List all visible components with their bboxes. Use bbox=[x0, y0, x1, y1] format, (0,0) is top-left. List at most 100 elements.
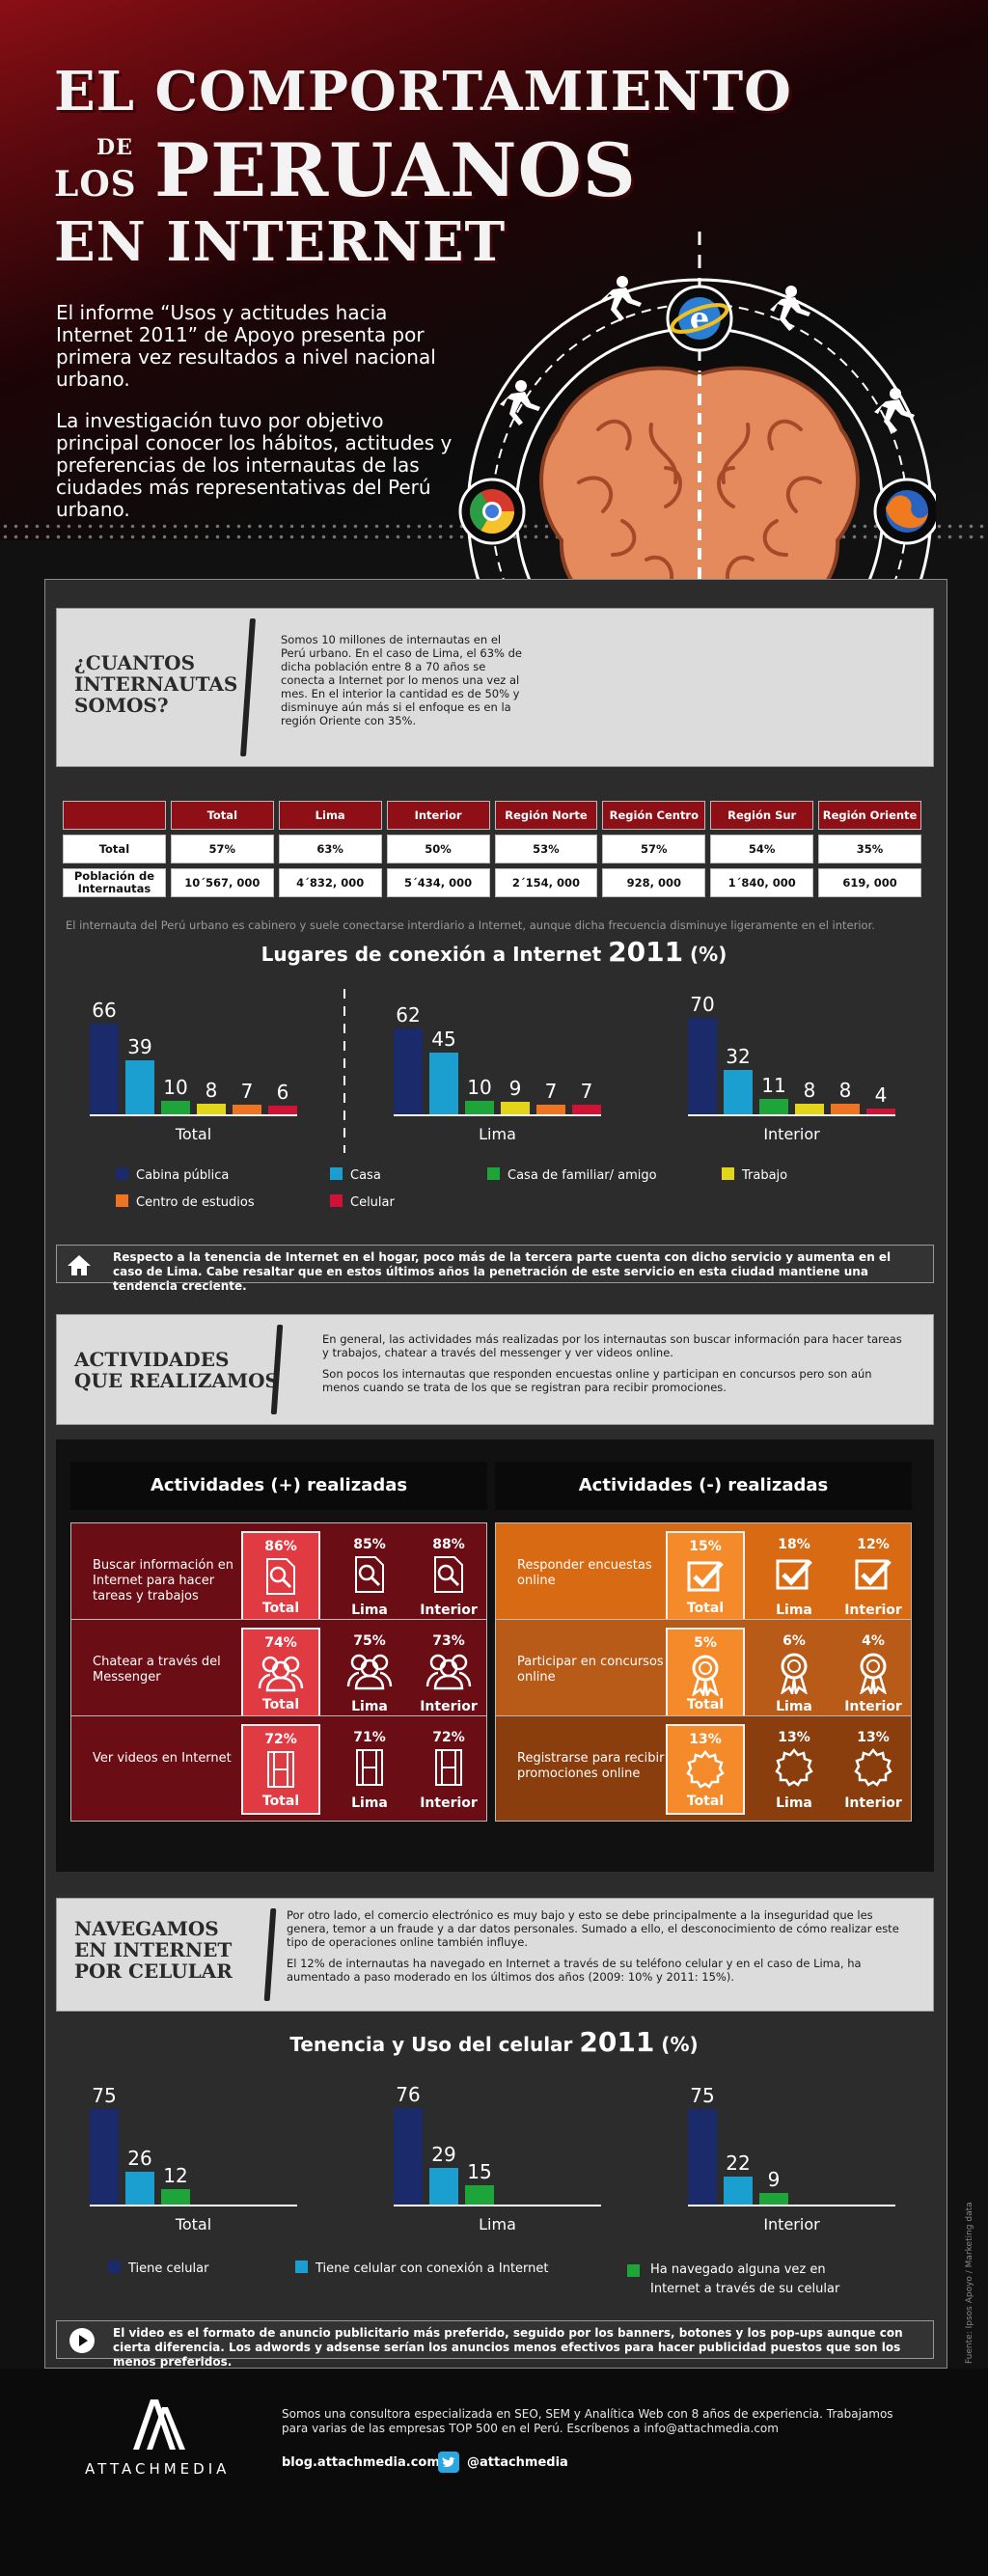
bar-value-label: 7 bbox=[240, 1080, 254, 1103]
activity-column-label: Lima bbox=[776, 1699, 812, 1714]
users-icon bbox=[243, 1654, 318, 1692]
checkbox-icon bbox=[668, 1557, 743, 1596]
chart-bar bbox=[90, 2109, 119, 2205]
info-box-home: Respecto a la tenencia de Internet en el… bbox=[56, 1245, 934, 1293]
chart-bar bbox=[465, 1100, 494, 1114]
activity-column-label: Interior bbox=[420, 1603, 478, 1618]
bar-value-label: 32 bbox=[726, 1045, 751, 1069]
activity-percent: 71% bbox=[353, 1730, 386, 1745]
chart-bar bbox=[759, 2193, 788, 2205]
chrome-icon bbox=[458, 478, 526, 545]
chart-baseline bbox=[394, 2205, 601, 2206]
activity-column-label: Interior bbox=[844, 1795, 902, 1811]
table-row: Total 57% 63% 50% 53% 57% 54% 35% bbox=[63, 835, 921, 863]
chart-bar bbox=[688, 1018, 717, 1114]
bar-value-label: 22 bbox=[726, 2151, 751, 2176]
checkbox-icon bbox=[755, 1555, 834, 1594]
chart-baseline bbox=[90, 1114, 297, 1116]
bar-value-label: 8 bbox=[205, 1078, 218, 1102]
legend-item: Casa de familiar/ amigo bbox=[487, 1167, 657, 1183]
activity-column-label: Total bbox=[261, 1697, 300, 1713]
chart-bar bbox=[125, 2171, 154, 2205]
info-text: El video es el formato de anuncio public… bbox=[113, 2326, 903, 2369]
category-label: Interior bbox=[763, 2215, 820, 2233]
hero-section: EL COMPORTAMIENTO DE LOS PERUANOS EN INT… bbox=[0, 0, 988, 540]
activity-percent: 5% bbox=[694, 1635, 717, 1651]
section-celular-title: NAVEGAMOS EN INTERNET POR CELULAR bbox=[74, 1917, 233, 1983]
activity-stat: 6% Lima bbox=[755, 1628, 834, 1718]
activity-label: Buscar información en Internet para hace… bbox=[93, 1558, 233, 1603]
chart-1-title: Lugares de conexión a Internet 2011 (%) bbox=[261, 936, 727, 968]
chart-bar bbox=[394, 2108, 423, 2205]
chart-bar bbox=[161, 2189, 190, 2205]
badge-icon bbox=[755, 1748, 834, 1787]
legend-swatch bbox=[295, 2261, 308, 2273]
category-label: Total bbox=[175, 1125, 212, 1143]
chart-bar bbox=[161, 1100, 190, 1114]
activity-stat: 86% Total bbox=[241, 1531, 320, 1622]
bar-value-label: 29 bbox=[431, 2142, 456, 2166]
activity-label: Ver videos en Internet bbox=[93, 1751, 232, 1766]
chart-bar bbox=[501, 1102, 530, 1114]
activity-label: Responder encuestas online bbox=[517, 1558, 652, 1588]
table-header: Región Oriente bbox=[818, 801, 921, 830]
chart-bar bbox=[465, 2185, 494, 2205]
chart-bar bbox=[90, 1023, 119, 1114]
chart-baseline bbox=[394, 1114, 601, 1116]
activity-percent: 72% bbox=[264, 1732, 297, 1747]
title-de: DE bbox=[96, 135, 133, 160]
activity-row: Ver videos en Internet 72% Total 71% Lima 72%… bbox=[70, 1715, 487, 1822]
activity-stat: 85% Lima bbox=[330, 1531, 409, 1622]
legend-swatch bbox=[330, 1194, 343, 1207]
twitter-icon[interactable] bbox=[438, 2452, 459, 2473]
title-peruanos: PERUANOS bbox=[154, 127, 637, 213]
legend-item: Trabajo bbox=[722, 1167, 787, 1183]
chart-bar bbox=[572, 1105, 601, 1114]
category-label: Total bbox=[175, 2215, 212, 2233]
chart-2-group-total: 75 26 12 Total bbox=[90, 2084, 360, 2233]
activity-percent: 72% bbox=[432, 1730, 465, 1745]
activity-column-label: Lima bbox=[776, 1603, 812, 1618]
activity-stat: 18% Lima bbox=[755, 1531, 834, 1622]
bar-value-label: 10 bbox=[467, 1075, 492, 1099]
users-icon bbox=[409, 1652, 488, 1690]
intro-paragraph-1: El informe “Usos y actitudes hacia Inter… bbox=[56, 301, 436, 391]
chart-baseline bbox=[688, 2205, 895, 2206]
activity-stat: 88% Interior bbox=[409, 1531, 488, 1622]
activity-percent: 15% bbox=[689, 1539, 722, 1554]
table-header: Total bbox=[170, 801, 274, 830]
activity-label: Chatear a través del Messenger bbox=[93, 1655, 221, 1685]
activity-column-label: Lima bbox=[776, 1795, 812, 1811]
bar-value-label: 45 bbox=[431, 1027, 456, 1051]
runner-icon bbox=[500, 276, 915, 433]
legend-item: Tiene celular bbox=[108, 2261, 208, 2276]
connection-note: El internauta del Perú urbano es cabiner… bbox=[66, 918, 875, 932]
activity-column-label: Lima bbox=[351, 1795, 388, 1811]
bar-value-label: 9 bbox=[508, 1077, 522, 1101]
bar-value-label: 12 bbox=[163, 2164, 188, 2188]
activity-percent: 13% bbox=[689, 1732, 722, 1747]
chart-bar bbox=[724, 1070, 753, 1114]
title-line-3: EN INTERNET bbox=[54, 210, 507, 274]
play-icon[interactable] bbox=[69, 2327, 96, 2354]
activity-stat: 71% Lima bbox=[330, 1724, 409, 1815]
bar-value-label: 8 bbox=[838, 1078, 852, 1102]
chart-bar bbox=[197, 1103, 226, 1114]
activity-stat: 12% Interior bbox=[834, 1531, 913, 1622]
section-cuantos-title: ¿CUANTOS INTERNAUTAS SOMOS? bbox=[74, 651, 238, 717]
activity-row: Responder encuestas online 15% Total 18% Lim… bbox=[495, 1522, 912, 1629]
blog-link[interactable]: blog.attachmedia.com bbox=[282, 2455, 440, 2470]
twitter-link[interactable]: @attachmedia bbox=[467, 2455, 568, 2470]
activity-column-label: Interior bbox=[420, 1795, 478, 1811]
plus-header: Actividades (+) realizadas bbox=[70, 1462, 487, 1510]
chart-baseline bbox=[688, 1114, 895, 1116]
legend-swatch bbox=[627, 2264, 640, 2277]
info-text: Respecto a la tenencia de Internet en el… bbox=[113, 1250, 892, 1293]
legend-swatch bbox=[116, 1194, 128, 1207]
activity-percent: 88% bbox=[432, 1537, 465, 1552]
activity-stat: 13% Interior bbox=[834, 1724, 913, 1815]
activity-column-label: Interior bbox=[844, 1603, 902, 1618]
activity-column-label: Interior bbox=[844, 1699, 902, 1714]
checkbox-icon bbox=[834, 1555, 913, 1594]
activity-stat: 72% Interior bbox=[409, 1724, 488, 1815]
